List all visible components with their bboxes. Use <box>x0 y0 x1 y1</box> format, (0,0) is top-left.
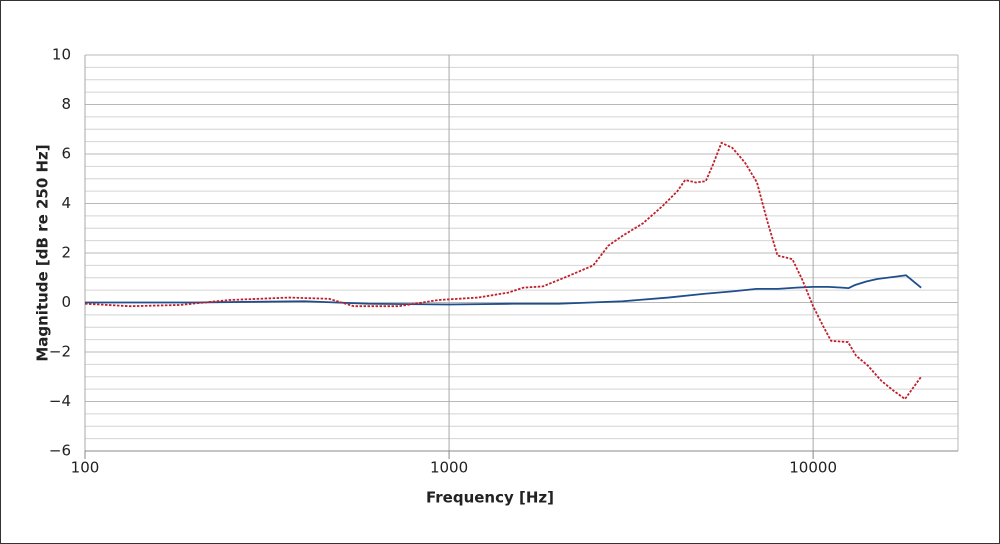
y-tick-label: 8 <box>61 95 71 113</box>
y-tick-label: 0 <box>61 293 71 311</box>
x-axis-title: Frequency [Hz] <box>426 489 554 507</box>
y-tick-label: 4 <box>61 194 71 212</box>
y-tick-label: 10 <box>52 46 71 64</box>
y-tick-label: −2 <box>49 343 71 361</box>
series-line <box>84 141 922 400</box>
y-tick-label: 6 <box>61 145 71 163</box>
y-tick-label: 2 <box>61 244 71 262</box>
x-tick-label: 100 <box>71 459 100 477</box>
y-tick-label: −4 <box>49 392 71 410</box>
y-tick-label: −6 <box>49 442 71 460</box>
y-axis-title: Magnitude [dB re 250 Hz] <box>34 144 52 361</box>
x-tick-label: 1000 <box>430 459 468 477</box>
series-line <box>85 274 922 306</box>
x-tick-label: 10000 <box>789 459 837 477</box>
